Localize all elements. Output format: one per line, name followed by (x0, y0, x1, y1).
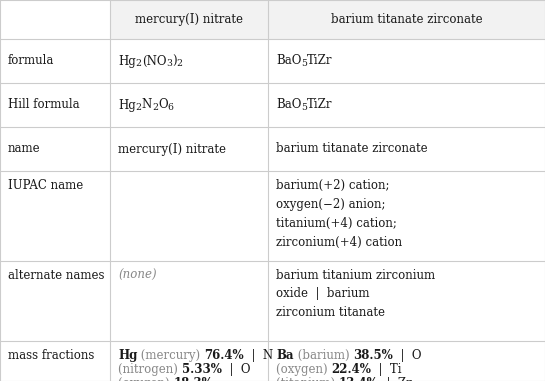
Text: |  O: | O (392, 349, 421, 362)
Text: (oxygen): (oxygen) (118, 377, 173, 381)
Bar (110, 0, 268, 39)
Text: (oxygen): (oxygen) (276, 363, 331, 376)
Text: mass fractions: mass fractions (8, 349, 94, 362)
Text: 2: 2 (136, 103, 142, 112)
Text: barium titanate zirconate: barium titanate zirconate (276, 142, 428, 155)
Text: N: N (142, 99, 152, 112)
Text: 2: 2 (136, 59, 142, 68)
Text: O: O (158, 99, 168, 112)
Text: Ba: Ba (276, 349, 294, 362)
Text: Hg: Hg (118, 54, 136, 67)
Text: 22.4%: 22.4% (331, 363, 371, 376)
Text: (mercury): (mercury) (137, 349, 204, 362)
Text: Hill formula: Hill formula (8, 99, 80, 112)
Text: Hg: Hg (118, 349, 137, 362)
Text: IUPAC name: IUPAC name (8, 179, 83, 192)
Text: 13.4%: 13.4% (339, 377, 379, 381)
Text: (NO: (NO (142, 54, 166, 67)
Text: TiZr: TiZr (307, 99, 333, 112)
Text: 76.4%: 76.4% (204, 349, 244, 362)
Text: BaO: BaO (276, 99, 301, 112)
Text: |  N: | N (244, 349, 273, 362)
Text: 5: 5 (301, 59, 307, 68)
Text: |  O: | O (221, 363, 250, 376)
Text: barium titanate zirconate: barium titanate zirconate (331, 13, 482, 26)
Text: alternate names: alternate names (8, 269, 105, 282)
Text: 38.5%: 38.5% (353, 349, 392, 362)
Text: name: name (8, 142, 41, 155)
Text: Hg: Hg (118, 99, 136, 112)
Text: (none): (none) (118, 269, 156, 282)
Text: mercury(I) nitrate: mercury(I) nitrate (118, 142, 226, 155)
Text: 5: 5 (301, 103, 307, 112)
Text: 5.33%: 5.33% (181, 363, 221, 376)
Text: 6: 6 (168, 103, 173, 112)
Text: 3: 3 (166, 59, 172, 68)
Text: barium(+2) cation;
oxygen(−2) anion;
titanium(+4) cation;
zirconium(+4) cation: barium(+2) cation; oxygen(−2) anion; tit… (276, 179, 402, 249)
Text: formula: formula (8, 54, 54, 67)
Text: 2: 2 (152, 103, 158, 112)
Text: mercury(I) nitrate: mercury(I) nitrate (135, 13, 243, 26)
Text: barium titanium zirconium
oxide  |  barium
zirconium titanate: barium titanium zirconium oxide | barium… (276, 269, 435, 319)
Text: 2: 2 (177, 59, 183, 68)
Text: (barium): (barium) (294, 349, 353, 362)
Text: TiZr: TiZr (307, 54, 333, 67)
Text: (titanium): (titanium) (276, 377, 339, 381)
Text: ): ) (172, 54, 177, 67)
Text: |  Zr: | Zr (379, 377, 411, 381)
Text: |  Ti: | Ti (371, 363, 402, 376)
Text: BaO: BaO (276, 54, 301, 67)
Text: (nitrogen): (nitrogen) (118, 363, 181, 376)
Text: 18.3%: 18.3% (173, 377, 213, 381)
Bar (268, 0, 545, 39)
